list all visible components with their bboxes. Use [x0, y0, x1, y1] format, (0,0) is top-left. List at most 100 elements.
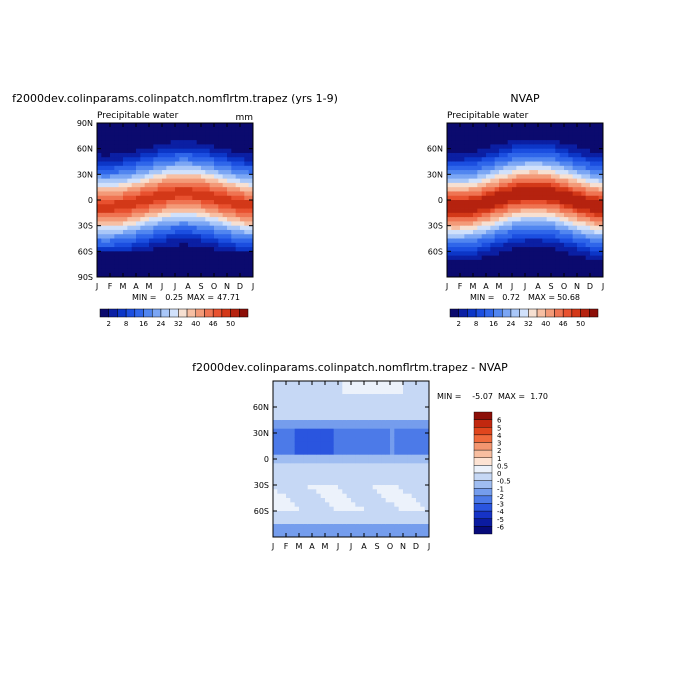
field-cell — [590, 195, 595, 201]
field-cell — [590, 174, 595, 180]
field-cell — [97, 195, 102, 201]
field-cell — [407, 489, 413, 495]
field-cell — [136, 182, 141, 188]
field-cell — [118, 229, 124, 235]
field-cell — [338, 450, 343, 456]
field-cell — [290, 446, 296, 451]
field-cell — [364, 476, 369, 482]
field-cell — [538, 170, 543, 175]
field-cell — [546, 229, 552, 235]
panel-model-title: f2000dev.colinparams.colinpatch.nomflrtm… — [12, 92, 338, 105]
field-cell — [559, 259, 565, 265]
field-cell — [516, 195, 522, 201]
field-cell — [416, 402, 421, 408]
field-cell — [564, 152, 569, 158]
field-cell — [248, 144, 254, 150]
field-cell — [585, 178, 591, 184]
field-cell — [503, 204, 509, 209]
field-cell — [277, 493, 283, 499]
field-cell — [359, 528, 365, 534]
field-cell — [455, 212, 461, 218]
field-cell — [329, 515, 335, 521]
field-cell — [281, 485, 287, 490]
field-cell — [486, 247, 491, 252]
field-cell — [533, 174, 539, 180]
field-cell — [346, 450, 352, 456]
field-cell — [368, 528, 374, 534]
field-cell — [179, 174, 185, 180]
field-cell — [464, 174, 470, 180]
field-cell — [490, 174, 496, 180]
field-cell — [196, 212, 202, 218]
field-cell — [481, 212, 487, 218]
field-cell — [240, 264, 245, 269]
field-cell — [333, 485, 339, 490]
field-cell — [316, 450, 322, 456]
field-cell — [538, 268, 543, 274]
field-cell — [175, 217, 180, 222]
field-cell — [192, 148, 198, 154]
field-cell — [329, 394, 335, 399]
field-cell — [572, 127, 578, 132]
field-cell — [525, 268, 530, 274]
field-cell — [222, 200, 228, 205]
field-cell — [286, 385, 291, 391]
field-cell — [286, 437, 291, 443]
field-cell — [105, 208, 111, 214]
field-cell — [525, 247, 530, 252]
field-cell — [346, 480, 352, 486]
field-cell — [294, 515, 300, 521]
field-cell — [559, 234, 565, 239]
field-cell — [411, 398, 417, 404]
field-cell — [192, 127, 198, 132]
panel-obs-max-value: 50.68 — [557, 293, 580, 302]
field-cell — [368, 415, 374, 421]
y-tick-label: 0 — [264, 455, 269, 464]
colorbar-label: 16 — [489, 320, 498, 328]
field-cell — [333, 506, 339, 512]
field-cell — [520, 229, 526, 235]
field-cell — [559, 144, 565, 150]
field-cell — [499, 140, 504, 145]
field-cell — [346, 385, 352, 391]
field-cell — [312, 502, 317, 508]
field-cell — [525, 191, 530, 197]
field-cell — [231, 127, 237, 132]
field-cell — [127, 225, 133, 231]
field-cell — [131, 221, 137, 227]
x-tick-label: A — [309, 542, 315, 551]
field-cell — [299, 498, 304, 503]
field-cell — [118, 268, 124, 274]
field-cell — [490, 217, 496, 222]
field-cell — [175, 174, 180, 180]
field-cell — [105, 221, 111, 227]
field-cell — [273, 493, 278, 499]
field-cell — [590, 268, 595, 274]
field-cell — [162, 229, 167, 235]
field-cell — [377, 476, 382, 482]
panel-model-units: mm — [235, 113, 253, 123]
field-cell — [564, 272, 569, 278]
field-cell — [390, 381, 395, 386]
field-cell — [153, 187, 159, 192]
field-cell — [196, 144, 202, 150]
field-cell — [166, 195, 172, 201]
field-cell — [403, 450, 408, 456]
field-cell — [364, 420, 369, 425]
field-cell — [533, 148, 539, 154]
field-cell — [105, 251, 111, 257]
field-cell — [546, 191, 552, 197]
field-cell — [542, 251, 548, 257]
field-cell — [447, 157, 452, 162]
field-cell — [342, 428, 348, 434]
field-cell — [503, 170, 509, 175]
field-cell — [546, 234, 552, 239]
panel-diff-field — [273, 381, 430, 538]
field-cell — [581, 229, 587, 235]
field-cell — [585, 144, 591, 150]
field-cell — [355, 428, 361, 434]
field-cell — [486, 225, 491, 231]
field-cell — [333, 398, 339, 404]
field-cell — [372, 489, 378, 495]
field-cell — [179, 229, 185, 235]
